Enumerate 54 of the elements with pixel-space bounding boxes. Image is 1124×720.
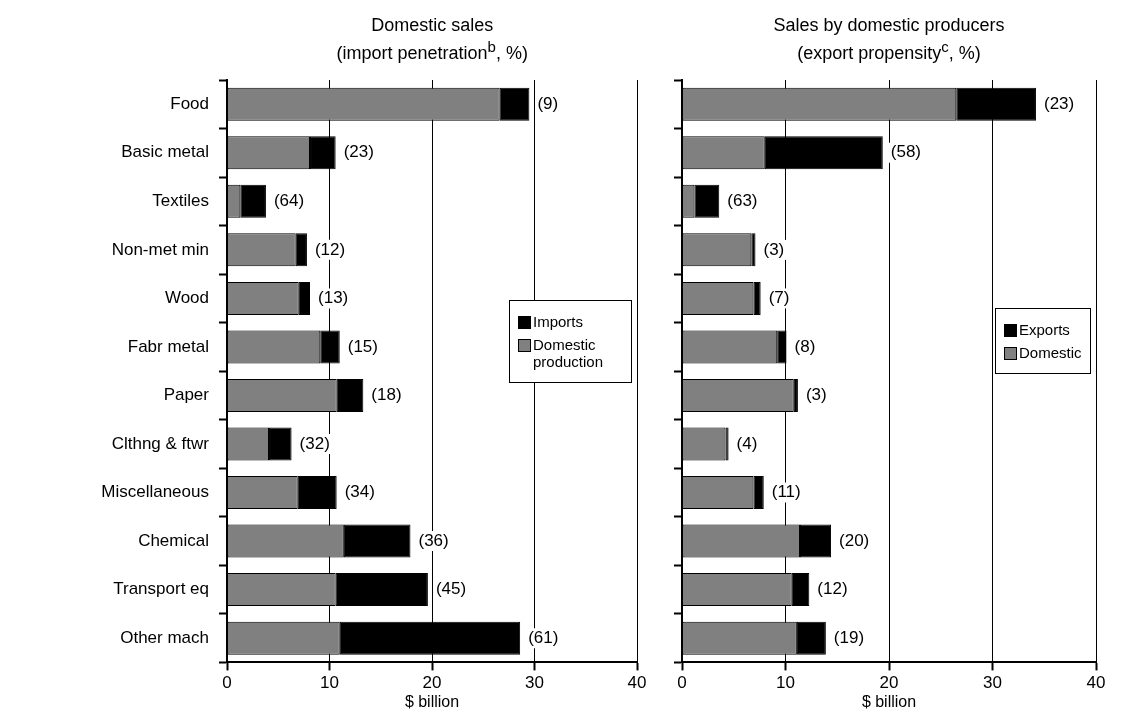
x-tick-label: 10	[776, 673, 795, 693]
legend-label: Domestic	[1019, 344, 1082, 362]
annotation: (11)	[771, 482, 801, 502]
annotation: (23)	[1043, 93, 1075, 113]
y-tick-label: Paper	[163, 385, 210, 405]
x-tick-label: 30	[525, 673, 544, 693]
legend-label: Exports	[1019, 321, 1070, 339]
y-tick-label: Textiles	[152, 191, 209, 211]
chart-title: Domestic sales (import penetration$^{b}$, %)	[336, 14, 528, 64]
y-tick-label: Non-met min	[111, 239, 209, 259]
annotation: (34)	[344, 482, 375, 502]
annotation: (45)	[435, 579, 467, 599]
y-tick-label: Fabr metal	[127, 336, 209, 356]
x-axis-title: $ billion	[404, 692, 460, 710]
x-tick-label: 10	[320, 673, 339, 693]
annotation: (64)	[273, 191, 305, 211]
annotation: (13)	[318, 288, 349, 308]
annotation: (61)	[528, 627, 559, 647]
annotation: (23)	[343, 142, 374, 162]
y-tick-label: Clthng & ftwr	[111, 433, 210, 453]
chart-title: Sales by domestic producers (export propensity$^{c}$, %)	[773, 14, 1005, 64]
y-tick-label: Miscellaneous	[101, 482, 209, 502]
y-tick-label: Transport eq	[113, 579, 209, 599]
y-tick-label: Other mach	[120, 627, 209, 647]
annotation: (9)	[537, 93, 559, 113]
y-tick-label: Basic metal	[121, 142, 209, 162]
annotation: (32)	[299, 433, 330, 453]
x-tick-label: 40	[627, 673, 647, 693]
annotation: (7)	[768, 288, 790, 308]
annotation: (36)	[418, 530, 449, 550]
annotation: (15)	[347, 336, 378, 356]
annotation: (63)	[727, 191, 758, 211]
annotation: (3)	[763, 239, 785, 259]
legend-label: Imports	[533, 312, 584, 330]
annotation: (8)	[794, 336, 816, 356]
annotation: (3)	[805, 385, 827, 405]
x-tick-label: 0	[222, 673, 232, 693]
annotation: (58)	[890, 142, 922, 162]
annotation: (18)	[371, 385, 402, 405]
x-tick-label: 20	[422, 673, 442, 693]
annotation: (19)	[833, 627, 865, 647]
annotation: (12)	[817, 579, 848, 599]
y-tick-label: Food	[170, 93, 209, 113]
y-tick-label: Wood	[164, 288, 209, 308]
legend-label: Domestic production	[533, 335, 605, 370]
x-axis-title: $ billion	[861, 692, 917, 710]
annotation: (20)	[839, 530, 870, 550]
x-tick-label: 20	[879, 673, 899, 693]
x-tick-label: 30	[983, 673, 1002, 693]
x-tick-label: 0	[677, 673, 687, 693]
annotation: (12)	[314, 239, 346, 259]
y-tick-label: Chemical	[138, 530, 209, 550]
x-tick-label: 40	[1086, 673, 1106, 693]
annotation: (4)	[736, 433, 758, 453]
